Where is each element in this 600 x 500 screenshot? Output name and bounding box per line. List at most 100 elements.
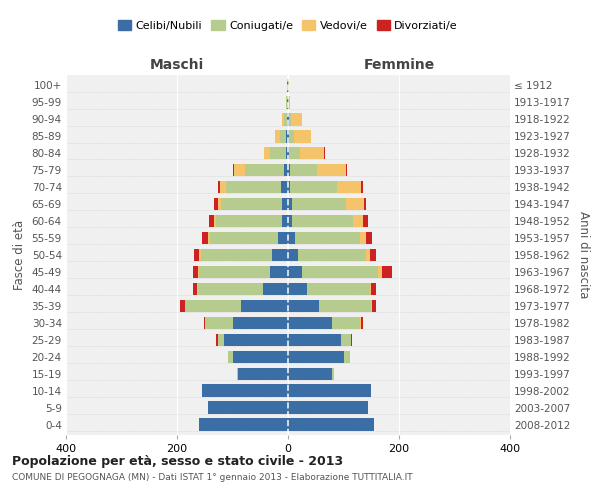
Bar	[280, 130, 286, 142]
Bar	[292, 198, 346, 210]
Bar	[290, 164, 317, 176]
Bar	[302, 266, 379, 278]
Bar	[289, 130, 293, 142]
Bar	[288, 130, 289, 142]
Bar	[360, 232, 366, 244]
Bar	[346, 198, 364, 210]
Bar	[288, 282, 307, 296]
Bar	[288, 334, 341, 346]
Text: Femmine: Femmine	[364, 58, 434, 71]
Text: Popolazione per età, sesso e stato civile - 2013: Popolazione per età, sesso e stato civil…	[12, 455, 343, 468]
Bar	[199, 248, 202, 262]
Bar	[288, 316, 332, 330]
Bar	[181, 300, 185, 312]
Bar	[332, 316, 360, 330]
Bar	[295, 232, 360, 244]
Bar	[217, 334, 218, 346]
Bar	[370, 282, 371, 296]
Bar	[210, 232, 278, 244]
Bar	[218, 180, 220, 194]
Bar	[343, 350, 350, 364]
Bar	[233, 316, 288, 330]
Bar	[366, 232, 373, 244]
Bar	[291, 113, 302, 126]
Bar	[382, 266, 392, 278]
Bar	[241, 300, 288, 312]
Bar	[288, 198, 292, 210]
Bar	[288, 350, 343, 364]
Bar	[288, 214, 292, 228]
Bar	[307, 282, 370, 296]
Bar	[317, 164, 346, 176]
Bar	[379, 266, 382, 278]
Bar	[288, 164, 290, 176]
Bar	[278, 232, 288, 244]
Bar	[202, 232, 208, 244]
Legend: Celibi/Nubili, Coniugati/e, Vedovi/e, Divorziati/e: Celibi/Nubili, Coniugati/e, Vedovi/e, Di…	[113, 16, 463, 36]
Bar	[364, 214, 368, 228]
Bar	[364, 198, 366, 210]
Bar	[263, 146, 270, 160]
Bar	[290, 180, 337, 194]
Bar	[371, 282, 376, 296]
Bar	[361, 180, 363, 194]
Bar	[323, 146, 325, 160]
Bar	[341, 334, 351, 346]
Bar	[298, 248, 366, 262]
Bar	[197, 282, 263, 296]
Bar	[238, 368, 288, 380]
Bar	[185, 300, 241, 312]
Bar	[288, 300, 319, 312]
Bar	[205, 316, 233, 330]
Bar	[283, 198, 288, 210]
Bar	[193, 266, 198, 278]
Bar	[202, 384, 288, 397]
Bar	[288, 368, 332, 380]
Bar	[283, 113, 284, 126]
Text: COMUNE DI PEGOGNAGA (MN) - Dati ISTAT 1° gennaio 2013 - Elaborazione TUTTITALIA.: COMUNE DI PEGOGNAGA (MN) - Dati ISTAT 1°…	[12, 472, 413, 482]
Bar	[286, 130, 288, 142]
Y-axis label: Anni di nascita: Anni di nascita	[577, 212, 590, 298]
Bar	[220, 180, 226, 194]
Bar	[216, 214, 283, 228]
Bar	[372, 300, 376, 312]
Bar	[361, 316, 363, 330]
Bar	[293, 130, 311, 142]
Bar	[245, 164, 284, 176]
Bar	[288, 146, 289, 160]
Bar	[289, 146, 300, 160]
Bar	[288, 266, 302, 278]
Bar	[233, 164, 234, 176]
Bar	[346, 164, 347, 176]
Bar	[288, 418, 374, 431]
Bar	[233, 350, 288, 364]
Bar	[366, 248, 370, 262]
Bar	[353, 214, 364, 228]
Bar	[288, 180, 290, 194]
Bar	[319, 300, 371, 312]
Bar	[351, 334, 352, 346]
Bar	[214, 214, 216, 228]
Bar	[194, 248, 199, 262]
Bar	[272, 248, 288, 262]
Bar	[284, 164, 288, 176]
Bar	[300, 146, 323, 160]
Text: Maschi: Maschi	[150, 58, 204, 71]
Bar	[289, 113, 291, 126]
Bar	[218, 334, 224, 346]
Y-axis label: Fasce di età: Fasce di età	[13, 220, 26, 290]
Bar	[284, 113, 287, 126]
Bar	[209, 214, 214, 228]
Bar	[208, 232, 211, 244]
Bar	[270, 266, 288, 278]
Bar	[287, 113, 288, 126]
Bar	[203, 316, 205, 330]
Bar	[288, 402, 368, 414]
Bar	[208, 402, 288, 414]
Bar	[198, 266, 199, 278]
Bar	[228, 350, 233, 364]
Bar	[270, 146, 286, 160]
Bar	[193, 282, 197, 296]
Bar	[221, 198, 283, 210]
Bar	[275, 130, 280, 142]
